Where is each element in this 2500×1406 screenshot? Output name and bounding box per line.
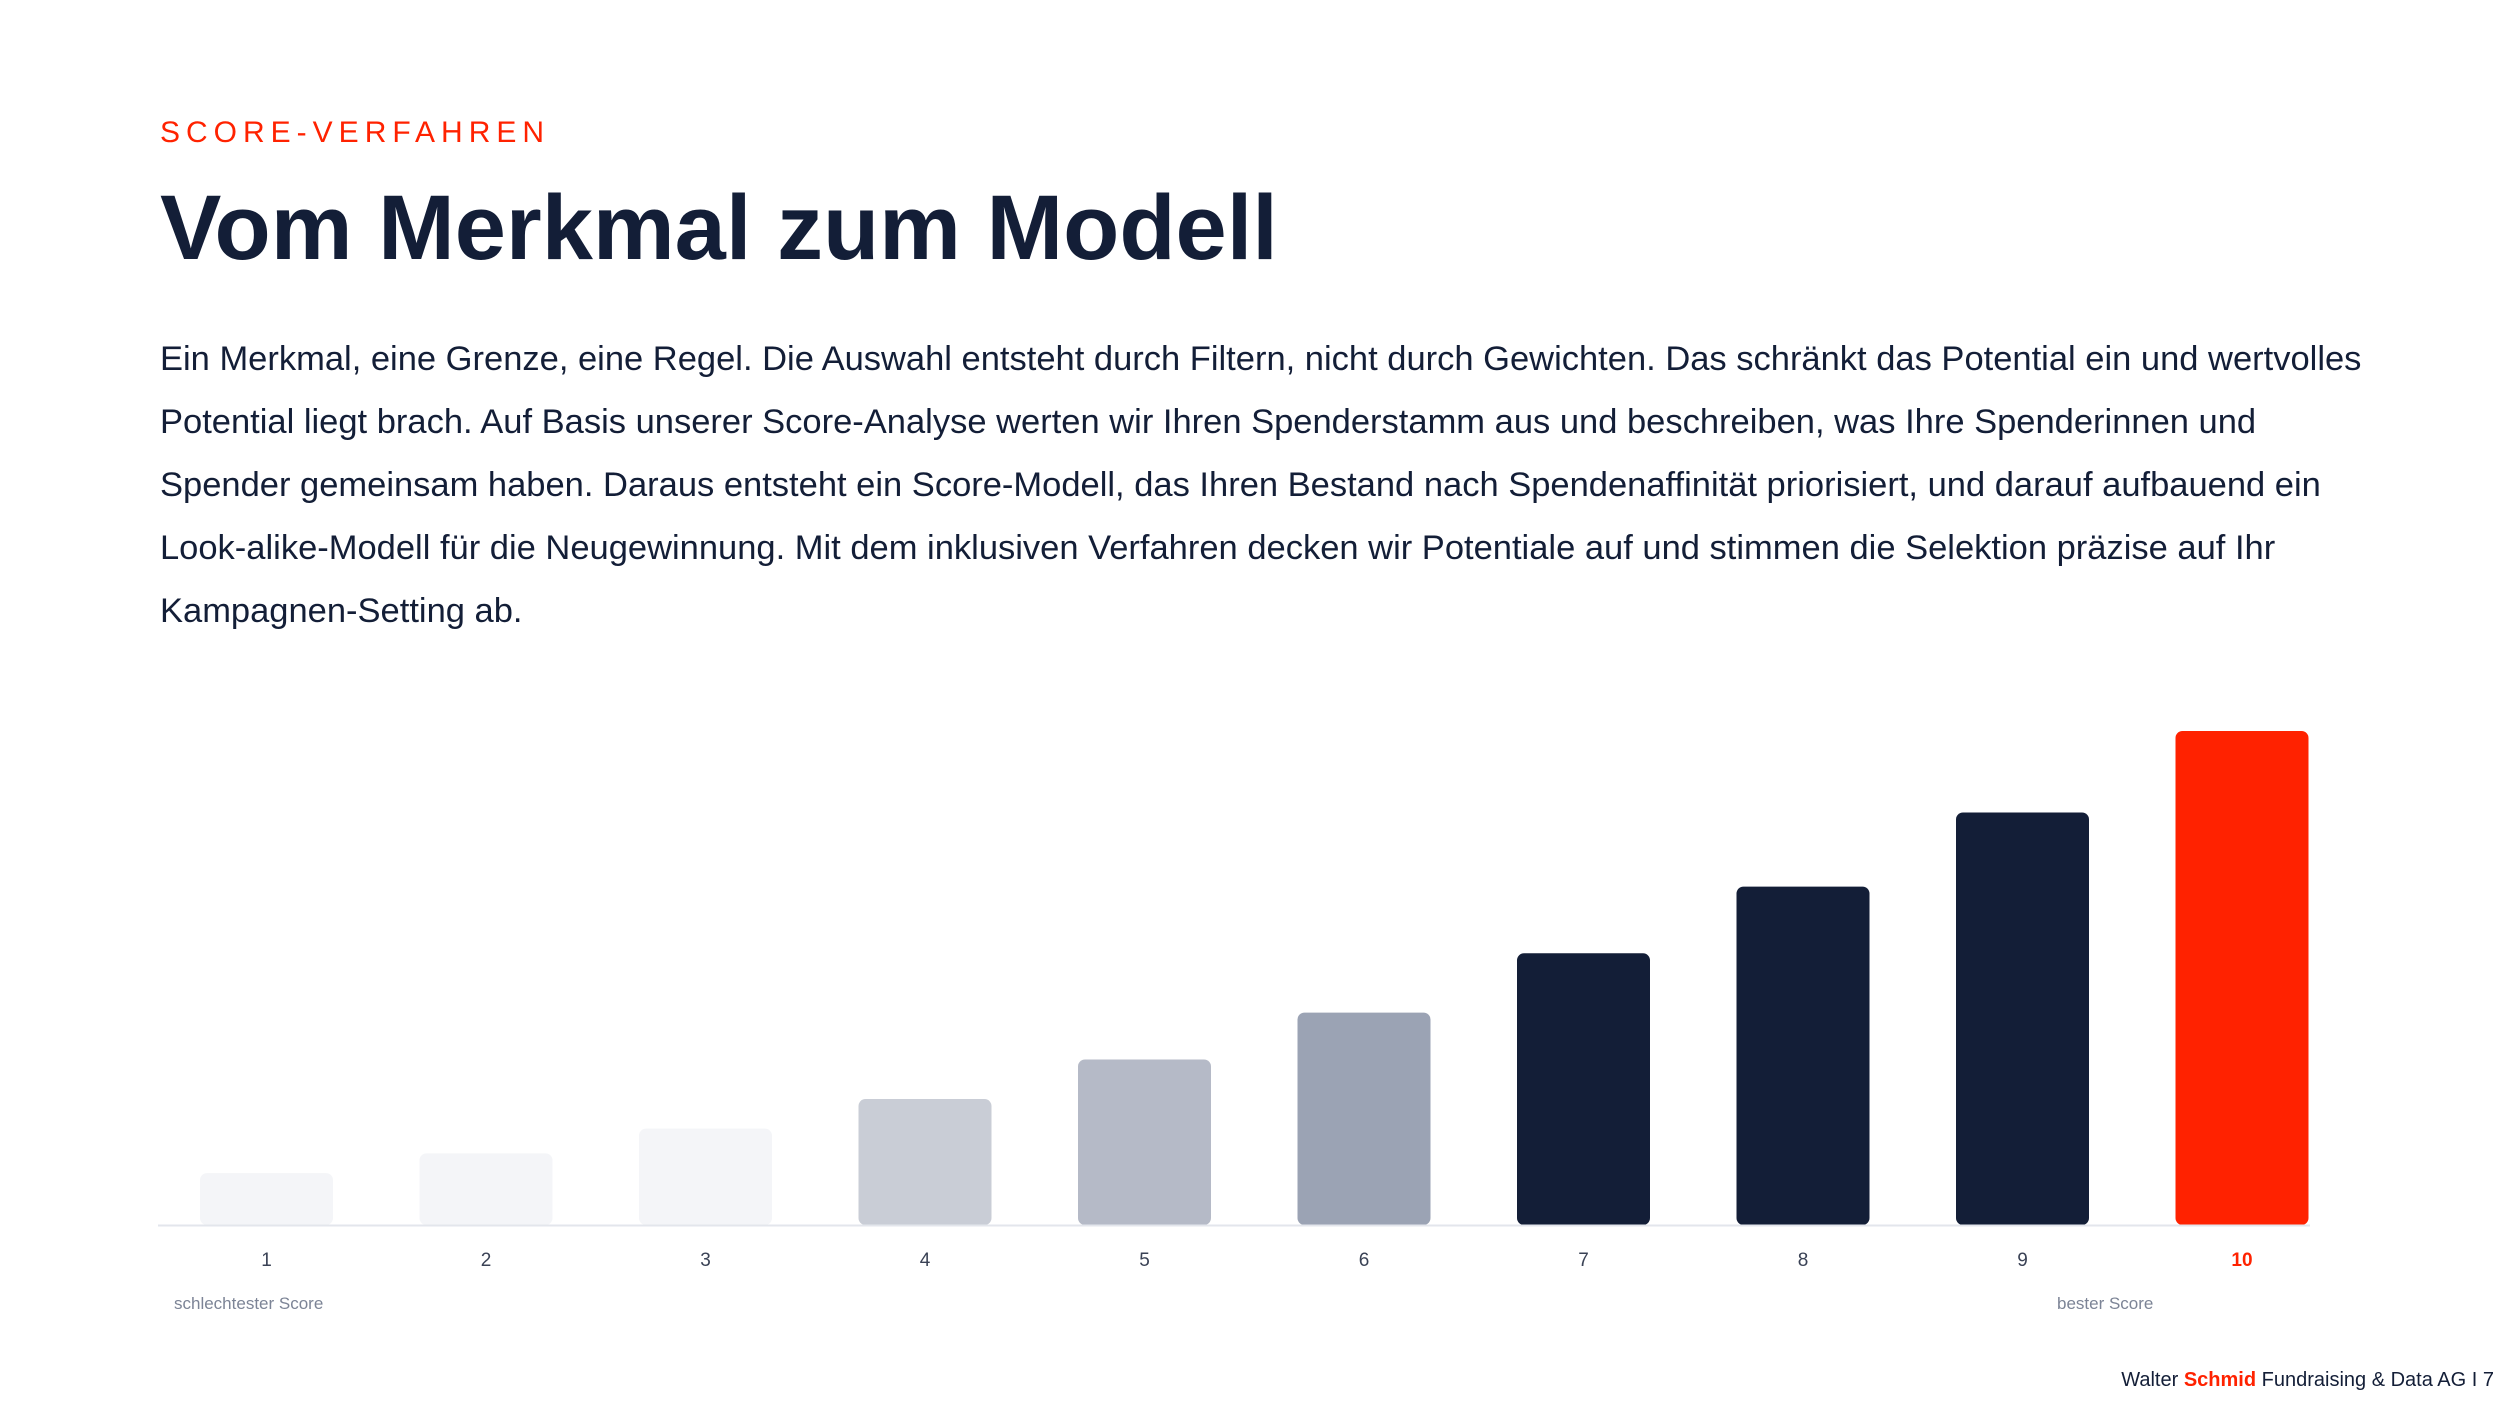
tick-label-6: 6 [1359,1250,1370,1271]
bar-5 [1078,1059,1211,1225]
bar-1 [200,1173,333,1225]
tick-label-2: 2 [481,1250,492,1271]
tick-label-3: 3 [700,1250,711,1271]
bars-group [200,731,2309,1225]
annotation-high-score: bester Score [2057,1294,2153,1313]
section-kicker: SCORE-VERFAHREN [160,116,551,149]
tick-label-9: 9 [2017,1250,2028,1271]
page-title: Vom Merkmal zum Modell [160,177,1278,279]
tick-label-7: 7 [1578,1250,1589,1271]
annotation-low-score: schlechtester Score [174,1294,323,1313]
bar-2 [419,1153,553,1225]
tick-label-1: 1 [261,1250,272,1271]
bar-9 [1956,812,2089,1225]
footer: Walter Schmid Fundraising & Data AG I 7 [2121,1369,2494,1392]
footer-name-suffix: Fundraising & Data AG I 7 [2256,1369,2494,1391]
tick-label-8: 8 [1798,1250,1809,1271]
body-paragraph: Ein Merkmal, eine Grenze, eine Regel. Di… [160,340,2362,630]
bar-3 [639,1128,772,1225]
bar-10 [2175,731,2309,1225]
footer-name-prefix: Walter [2121,1369,2184,1391]
footer-brand: Schmid [2183,1369,2257,1391]
tick-label-5: 5 [1139,1250,1150,1271]
bar-8 [1736,886,1870,1225]
bar-4 [858,1099,992,1225]
tick-label-4: 4 [920,1250,931,1271]
tick-labels-group: 1 2 3 4 5 6 7 8 9 10 [261,1250,2252,1271]
bar-7 [1517,953,1650,1225]
bar-6 [1297,1012,1431,1225]
tick-label-10: 10 [2231,1250,2252,1271]
